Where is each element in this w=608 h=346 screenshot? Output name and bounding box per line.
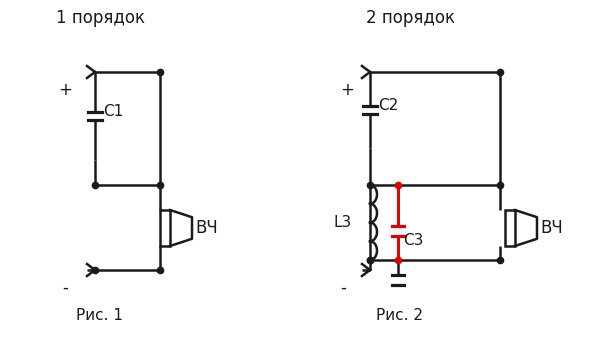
Text: L3: L3 bbox=[334, 215, 352, 230]
Text: -: - bbox=[340, 279, 346, 297]
Bar bbox=[160, 210, 170, 246]
Text: +: + bbox=[58, 81, 72, 99]
Text: +: + bbox=[340, 81, 354, 99]
Text: 2 порядок: 2 порядок bbox=[365, 9, 455, 27]
Text: C3: C3 bbox=[403, 233, 423, 248]
Bar bbox=[505, 210, 515, 246]
Text: ВЧ: ВЧ bbox=[540, 219, 563, 237]
Text: -: - bbox=[62, 279, 68, 297]
Text: C1: C1 bbox=[103, 103, 123, 118]
Text: ВЧ: ВЧ bbox=[195, 219, 218, 237]
Text: Рис. 2: Рис. 2 bbox=[376, 308, 424, 322]
Text: Рис. 1: Рис. 1 bbox=[77, 308, 123, 322]
Text: 1 порядок: 1 порядок bbox=[55, 9, 145, 27]
Text: C2: C2 bbox=[378, 98, 398, 112]
